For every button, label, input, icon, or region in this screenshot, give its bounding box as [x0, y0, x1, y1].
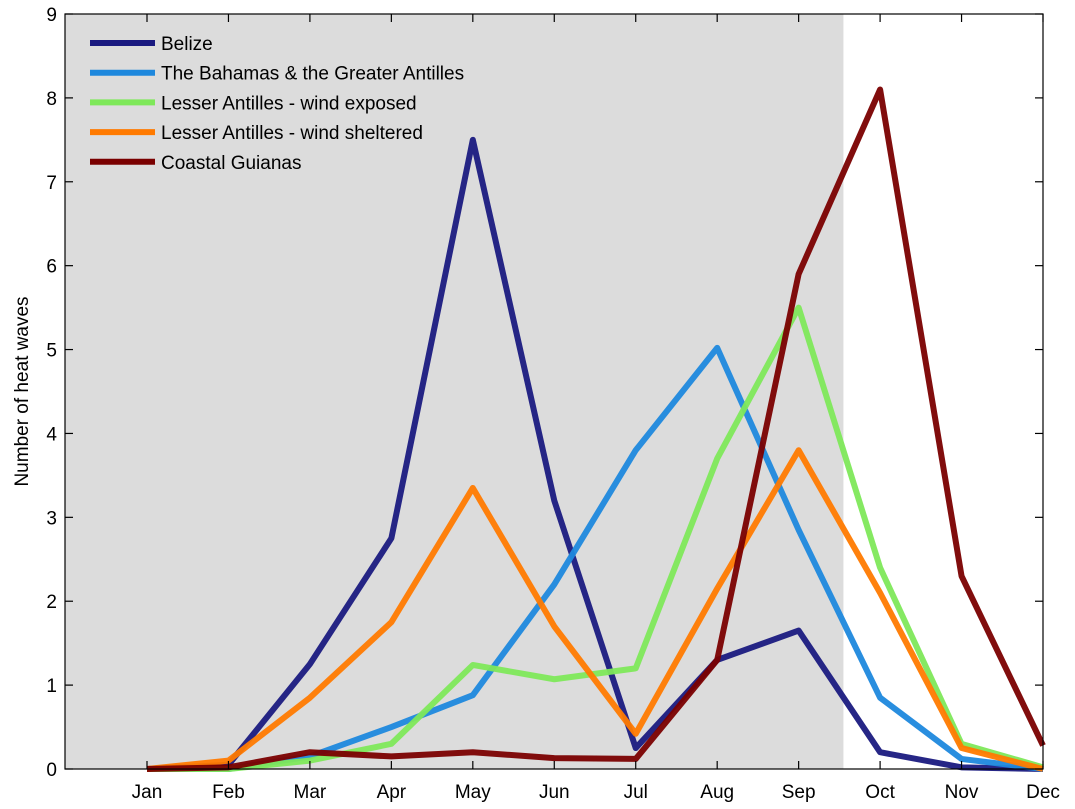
x-tick-label: Oct: [865, 782, 895, 803]
series-line-3: [147, 304, 1044, 772]
y-tick-label: 9: [46, 5, 57, 26]
x-tick-label: Jan: [132, 782, 163, 803]
series-line-1: [146, 136, 1044, 772]
legend-label-5: Coastal Guianas: [161, 153, 301, 174]
x-tick-label: Sep: [782, 782, 816, 803]
x-tick-label: Dec: [1026, 782, 1060, 803]
y-tick-label: 8: [46, 89, 57, 110]
legend: Belize The Bahamas & the Greater Antilles…: [90, 34, 464, 174]
y-tick-label: 4: [46, 424, 57, 445]
y-tick-label: 2: [46, 592, 57, 613]
series-lines: [146, 86, 1046, 772]
y-axis: 0 1 2 3 4 5 6 7 8 9: [46, 5, 1043, 781]
y-tick-label: 7: [46, 173, 57, 194]
legend-label-2: The Bahamas & the Greater Antilles: [161, 64, 464, 85]
series-line-5: [146, 86, 1046, 772]
legend-label-3: Lesser Antilles - wind exposed: [161, 93, 417, 114]
x-tick-label: Jul: [624, 782, 648, 803]
shaded-period-1: [65, 14, 844, 769]
y-tick-label: 6: [46, 257, 57, 278]
shaded-periods: [65, 14, 844, 769]
y-tick-label: 1: [46, 676, 57, 697]
x-tick-label: Mar: [294, 782, 327, 803]
series-line-2: [147, 344, 1044, 772]
x-tick-label: May: [455, 782, 491, 803]
x-tick-label: Jun: [539, 782, 570, 803]
x-tick-label: Apr: [377, 782, 407, 803]
x-tick-label: Aug: [700, 782, 734, 803]
series-line-4: [146, 447, 1044, 772]
x-tick-label: Nov: [945, 782, 979, 803]
x-tick-label: Feb: [212, 782, 245, 803]
y-tick-label: 0: [46, 760, 57, 781]
y-tick-label: 5: [46, 341, 57, 362]
x-axis: Jan Feb Mar Apr May Jun Jul Aug Sep Oct Nov Dec: [132, 14, 1060, 803]
legend-label-1: Belize: [161, 34, 213, 55]
y-axis-title: Number of heat waves: [12, 296, 33, 486]
legend-label-4: Lesser Antilles - wind sheltered: [161, 123, 423, 144]
y-tick-label: 3: [46, 508, 57, 529]
